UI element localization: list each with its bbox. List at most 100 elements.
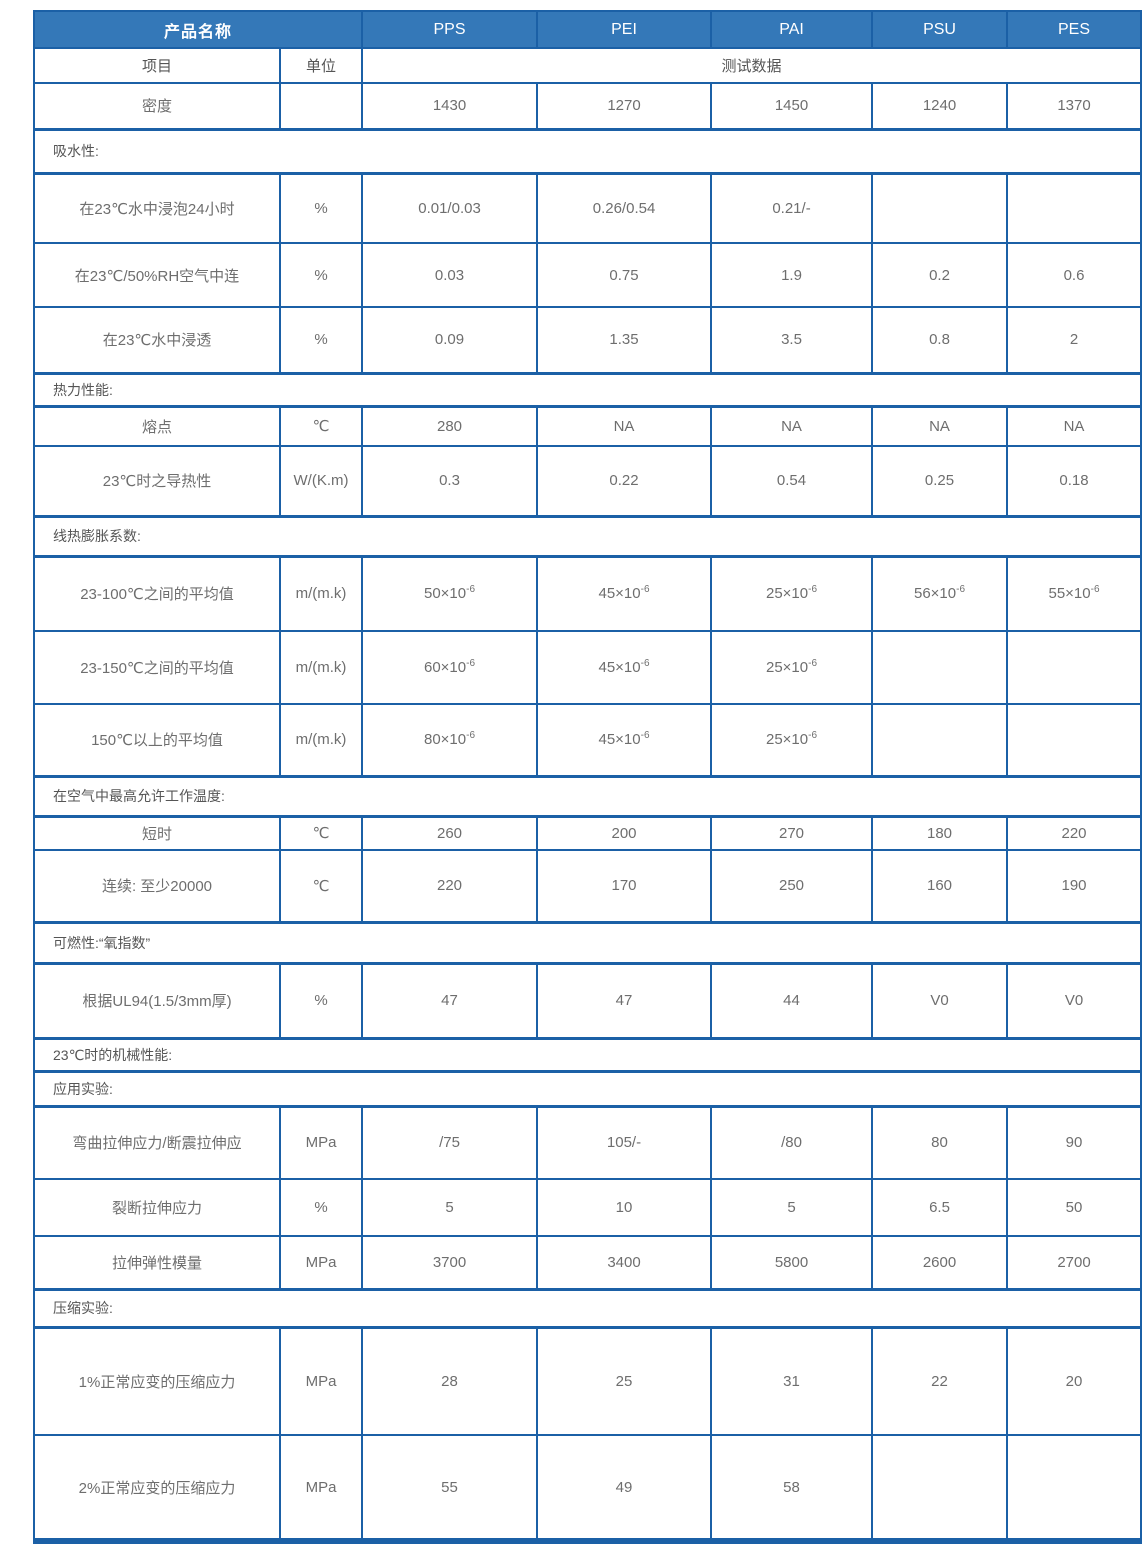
value-cell: 50 <box>1006 1178 1143 1237</box>
value-cell: 105/- <box>536 1105 713 1180</box>
section-label-cell: 热力性能: <box>32 371 1143 408</box>
value-cell: 0.25 <box>871 445 1009 517</box>
value-cell: 5 <box>361 1178 539 1237</box>
material-header-psu: PSU <box>871 10 1009 49</box>
unit-cell: % <box>278 306 364 374</box>
unit-cell: ℃ <box>278 405 364 447</box>
value-cell: 180 <box>871 815 1009 851</box>
row-label-cell: 弯曲拉伸应力/断震拉伸应 <box>33 1105 281 1180</box>
value-cell: 0.21/- <box>710 172 874 244</box>
section-row: 压缩实验: <box>32 1287 1143 1329</box>
value-cell: 1430 <box>361 82 539 130</box>
table-row: 在23℃水中浸透% 0.09 1.35 3.5 0.8 2 <box>33 306 1143 374</box>
unit-cell: MPa <box>278 1326 364 1436</box>
exponent: -6 <box>808 658 818 669</box>
exponent: -6 <box>640 730 650 742</box>
section-row: 线热膨胀系数: <box>32 514 1143 558</box>
section-label-cell: 应用实验: <box>32 1069 1143 1108</box>
value-cell: 56×10-6 <box>871 555 1009 632</box>
exponent: -6 <box>808 584 818 596</box>
table-row: 23℃时之导热性 W/(K.m) 0.3 0.22 0.54 0.25 0.18 <box>33 445 1143 517</box>
value-cell: 25×10-6 <box>710 555 874 632</box>
value-cell <box>1006 1434 1143 1542</box>
value-cell: NA <box>536 405 713 447</box>
value-cell: 90 <box>1006 1105 1143 1180</box>
value-cell: 0.03 <box>361 242 539 308</box>
spec-table-head: 产品名称 PPS PEI PAI PSU PES 项目 单位 测试数据 <box>32 10 1143 84</box>
unit-cell: MPa <box>278 1434 364 1542</box>
value-cell: 22 <box>871 1326 1009 1436</box>
table-row: 短时 ℃ 260 200 270 180 220 <box>33 815 1143 851</box>
value-cell: 1.35 <box>536 306 713 374</box>
value-cell: 0.2 <box>871 242 1009 308</box>
unit-cell: m/(m.k) <box>278 630 364 705</box>
value-cell: 0.22 <box>536 445 713 517</box>
table-row: 23-100℃之间的平均值 m/(m.k) 50×10-6 45×10-6 25×10-… <box>33 555 1143 632</box>
row-label-cell: 在23℃/50%RH空气中连 <box>33 242 281 308</box>
value-cell: 55×10-6 <box>1006 555 1143 632</box>
exponent: -6 <box>956 584 966 596</box>
value-cell: 170 <box>536 849 713 923</box>
value-cell: V0 <box>1006 962 1143 1039</box>
section-row: 热力性能: <box>32 371 1143 408</box>
value-cell: 0.26/0.54 <box>536 172 713 244</box>
material-header-pei: PEI <box>536 10 713 49</box>
value-cell: 0.3 <box>361 445 539 517</box>
exponent: -6 <box>808 730 818 742</box>
value-cell: 49 <box>536 1434 713 1542</box>
value-cell: 160 <box>871 849 1009 923</box>
value-cell: V0 <box>871 962 1009 1039</box>
header-row: 产品名称 PPS PEI PAI PSU PES <box>32 10 1143 49</box>
value-cell: 220 <box>1006 815 1143 851</box>
value-cell: 28 <box>361 1326 539 1436</box>
value-cell: 5800 <box>710 1235 874 1290</box>
unit-cell: % <box>278 1178 364 1237</box>
section-label-cell: 在空气中最高允许工作温度: <box>32 774 1143 818</box>
table-row: 23-150℃之间的平均值 m/(m.k) 60×10-6 45×10-6 25×10-… <box>33 630 1143 705</box>
table-row: 在23℃/50%RH空气中连% 0.03 0.75 1.9 0.2 0.6 <box>33 242 1143 308</box>
row-label-cell: 1%正常应变的压缩应力 <box>33 1326 281 1436</box>
table-row: 裂断拉伸应力% 5 10 5 6.5 50 <box>33 1178 1143 1237</box>
value-cell: 44 <box>710 962 874 1039</box>
value-cell: 31 <box>710 1326 874 1436</box>
value-cell: 0.8 <box>871 306 1009 374</box>
value-cell: 3.5 <box>710 306 874 374</box>
table-row: 150℃以上的平均值 m/(m.k) 80×10-6 45×10-6 25×10-6 <box>33 703 1143 777</box>
unit-header-cell: 单位 <box>278 47 364 84</box>
material-header-pps: PPS <box>361 10 539 49</box>
value-cell: 1240 <box>871 82 1009 130</box>
row-label-cell: 23℃时之导热性 <box>33 445 281 517</box>
value-cell: NA <box>1006 405 1143 447</box>
unit-cell: % <box>278 962 364 1039</box>
section-label-cell: 压缩实验: <box>32 1287 1143 1329</box>
table-row: 连续: 至少20000 ℃ 220 170 250 160 190 <box>33 849 1143 923</box>
value-cell <box>871 172 1009 244</box>
value-cell: 0.54 <box>710 445 874 517</box>
value-cell: 3400 <box>536 1235 713 1290</box>
item-header-cell: 项目 <box>33 47 281 84</box>
value-cell: /80 <box>710 1105 874 1180</box>
value-cell: 20 <box>1006 1326 1143 1436</box>
material-header-pai: PAI <box>710 10 874 49</box>
unit-cell: W/(K.m) <box>278 445 364 517</box>
table-row: 熔点 ℃ 280 NA NA NA NA <box>33 405 1143 447</box>
unit-cell: ℃ <box>278 849 364 923</box>
table-row: 弯曲拉伸应力/断震拉伸应 MPa/75 105/-/80 80 90 <box>33 1105 1143 1180</box>
section-row: 23℃时的机械性能: <box>32 1036 1143 1073</box>
value-cell: 80×10-6 <box>361 703 539 777</box>
unit-cell: MPa <box>278 1235 364 1290</box>
value-cell: 2 <box>1006 306 1143 374</box>
section-row: 应用实验: <box>32 1069 1143 1108</box>
value-cell: 45×10-6 <box>536 630 713 705</box>
unit-cell: MPa <box>278 1105 364 1180</box>
value-cell: 25×10-6 <box>710 703 874 777</box>
row-label-cell: 密度 <box>33 82 281 130</box>
exponent: -6 <box>640 584 650 596</box>
unit-cell: m/(m.k) <box>278 703 364 777</box>
product-name-header: 产品名称 <box>32 10 364 49</box>
value-cell: 270 <box>710 815 874 851</box>
value-cell: 220 <box>361 849 539 923</box>
value-cell: 260 <box>361 815 539 851</box>
value-cell: /75 <box>361 1105 539 1180</box>
value-cell: 45×10-6 <box>536 555 713 632</box>
